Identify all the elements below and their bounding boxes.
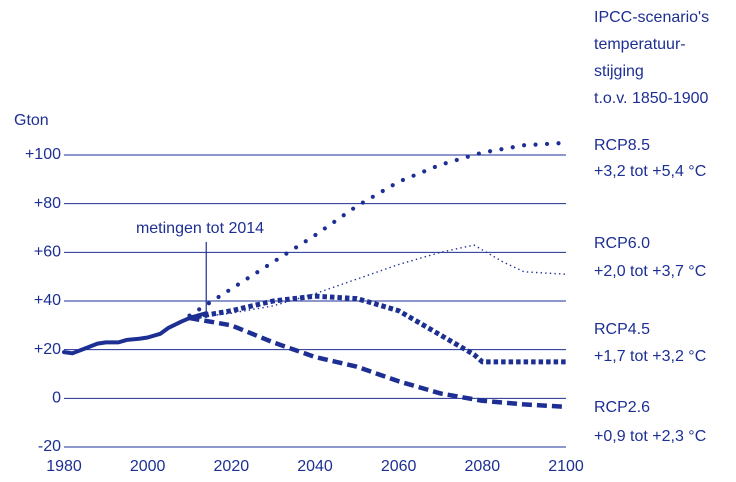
legend-range: +3,2 tot +5,4 °C — [594, 163, 706, 180]
legend-title: stijging — [594, 63, 644, 80]
legend-range: +1,7 tot +3,2 °C — [594, 348, 706, 365]
y-tick-label: +80 — [34, 195, 61, 212]
x-tick-label: 2060 — [381, 458, 417, 475]
series-line — [189, 315, 567, 410]
y-tick-label: +20 — [34, 341, 61, 358]
legend-name: RCP2.6 — [594, 399, 650, 416]
legend-range: +0,9 tot +2,3 °C — [594, 428, 706, 445]
series-line — [62, 311, 209, 356]
annotation: metingen tot 2014 — [136, 220, 264, 237]
y-tick-label: -20 — [38, 438, 61, 455]
y-tick-label: +40 — [34, 292, 61, 309]
y-tick-label: +60 — [34, 244, 61, 261]
legend-title: temperatuur- — [594, 36, 686, 53]
y-tick-label: 0 — [52, 390, 61, 407]
legend-name: RCP8.5 — [594, 137, 650, 154]
x-tick-label: 1980 — [46, 458, 82, 475]
series-line — [189, 293, 566, 365]
x-tick-label: 2100 — [548, 458, 584, 475]
x-tick-label: 2040 — [297, 458, 333, 475]
legend-name: RCP6.0 — [594, 235, 650, 252]
legend-title: t.o.v. 1850-1900 — [594, 90, 709, 107]
y-tick-label: +100 — [25, 146, 61, 163]
x-tick-label: 2000 — [130, 458, 166, 475]
legend-range: +2,0 tot +3,7 °C — [594, 263, 706, 280]
legend-name: RCP4.5 — [594, 321, 650, 338]
series-line — [189, 244, 567, 319]
series-line — [187, 140, 569, 318]
legend-title: IPCC-scenario's — [594, 9, 709, 26]
y-axis-label: Gton — [14, 112, 49, 129]
x-tick-label: 2080 — [465, 458, 501, 475]
x-tick-label: 2020 — [214, 458, 250, 475]
